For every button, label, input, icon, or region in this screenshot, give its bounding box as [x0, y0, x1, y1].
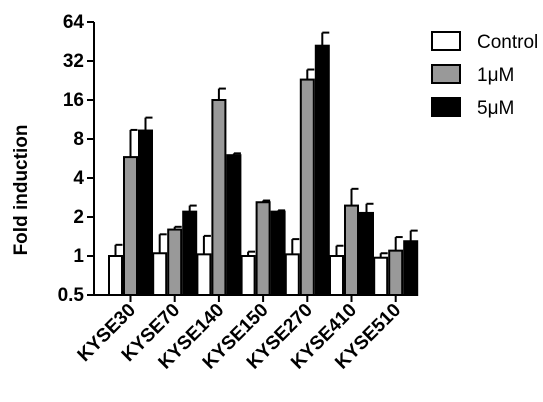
bar [138, 129, 153, 296]
bar [299, 78, 315, 296]
bar [108, 255, 123, 296]
y-tick-label: 16 [63, 90, 84, 111]
y-tick-label: 0.5 [58, 285, 85, 306]
y-tick-label: 8 [73, 129, 84, 150]
legend-label: 1μM [477, 65, 514, 86]
y-tick-label: 4 [73, 168, 84, 189]
bar [359, 211, 374, 297]
bar [211, 99, 227, 296]
bar [344, 204, 359, 296]
legend-label: Control [477, 32, 538, 53]
bar [373, 256, 389, 296]
y-axis-title: Fold induction [11, 125, 32, 256]
bar [240, 255, 256, 296]
bar [388, 249, 404, 296]
bar [123, 156, 138, 296]
y-tick-label: 32 [63, 51, 84, 72]
bar [329, 255, 344, 296]
bar [182, 210, 198, 296]
legend-swatch [431, 64, 461, 84]
legend-swatch [431, 31, 461, 51]
bar [167, 228, 183, 296]
bar [255, 201, 271, 297]
bar [226, 154, 242, 296]
bar [284, 253, 300, 296]
y-tick-label: 64 [63, 12, 85, 33]
bar [152, 252, 168, 297]
bar [196, 253, 212, 296]
bar [270, 210, 286, 296]
legend-swatch [431, 97, 461, 117]
bar [403, 240, 419, 297]
legend-label: 5μM [477, 98, 514, 119]
y-tick-label: 1 [73, 246, 84, 267]
bar [314, 44, 330, 297]
y-tick-label: 2 [73, 207, 84, 228]
